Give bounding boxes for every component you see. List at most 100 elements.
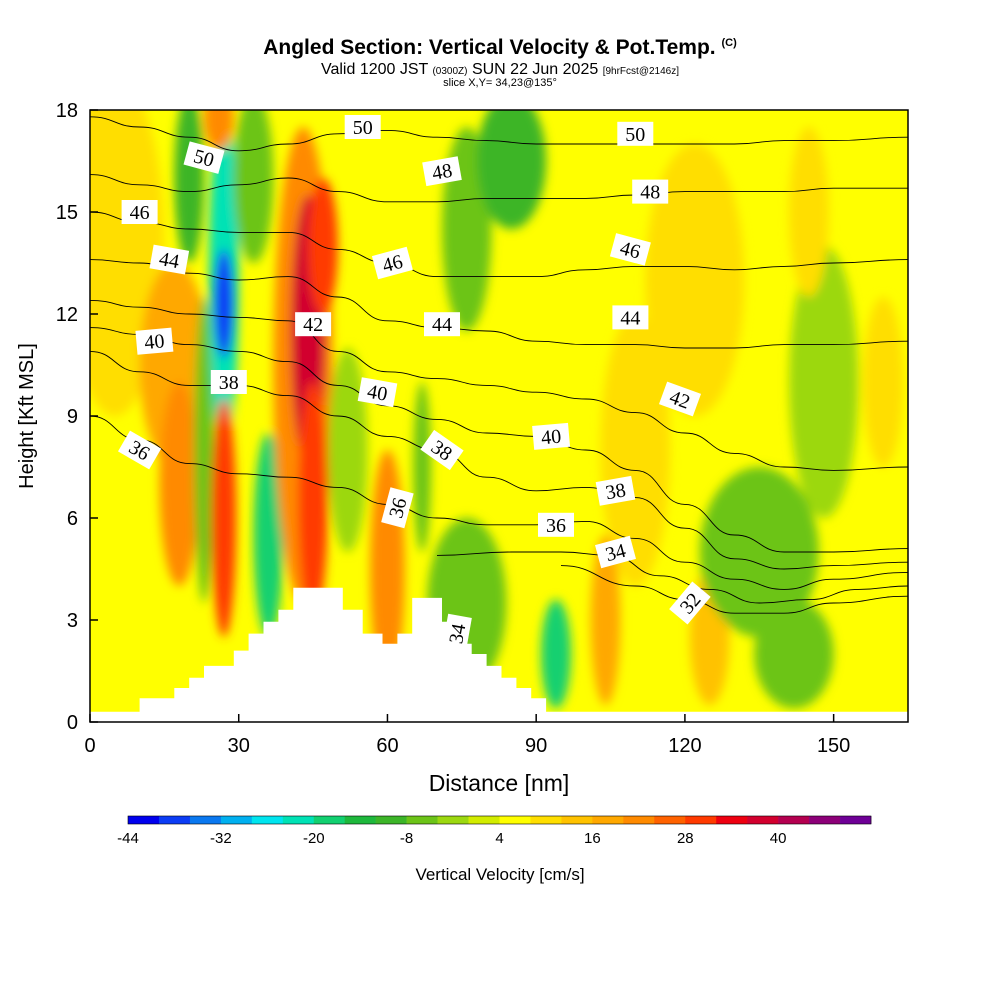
- colorbar: -44 -32 -20 -8 4 16 28 40: [117, 815, 872, 847]
- contour-label-box: [135, 327, 174, 355]
- velocity-region-28: [789, 246, 859, 518]
- terrain: [90, 587, 908, 722]
- contour-label-text: 44: [620, 307, 640, 329]
- x-axis-label: Distance [nm]: [429, 770, 570, 796]
- velocity-region-8: [204, 110, 234, 151]
- isentrope-46: [90, 211, 908, 278]
- contour-label-48: 48: [632, 179, 669, 204]
- contour-label-38: 38: [210, 370, 247, 394]
- velocity-region-2: [159, 382, 200, 586]
- velocity-region-6: [213, 249, 234, 359]
- contour-label-text: 38: [219, 372, 239, 394]
- colorbar-swatch-24: [654, 816, 686, 824]
- contour-label-42: 42: [295, 312, 332, 337]
- x-tick-label-120: 120: [668, 735, 701, 757]
- contour-label-text: 46: [130, 202, 150, 224]
- velocity-region-22: [600, 314, 671, 586]
- colorbar-swatch--8: [406, 816, 438, 824]
- contour-label-box: [344, 115, 381, 139]
- isentrope-36: [90, 415, 908, 590]
- y-tick-label-3: 3: [67, 610, 78, 632]
- velocity-region-10: [233, 110, 274, 263]
- contour-label-40: 40: [357, 377, 398, 408]
- colorbar-swatch-8: [530, 816, 562, 824]
- y-axis-label: Height [Kft MSL]: [16, 343, 38, 489]
- colorbar-tick-label--44: -44: [117, 830, 139, 847]
- contour-label-34: 34: [595, 535, 636, 569]
- x-tick-label-90: 90: [525, 735, 547, 757]
- contour-label-box: [538, 512, 574, 537]
- contour-label-box: [441, 613, 472, 654]
- isentrope-34: [436, 551, 908, 604]
- contour-label-box: [609, 233, 651, 266]
- colorbar-swatch--20: [313, 816, 346, 824]
- contour-label-36: 36: [381, 487, 414, 529]
- contour-label-text: 50: [625, 124, 645, 146]
- contour-label-text: 40: [540, 426, 562, 450]
- colorbar-tick-label--8: -8: [400, 830, 413, 847]
- colorbar-tick-label--32: -32: [210, 830, 232, 847]
- colorbar-swatch-28: [685, 816, 717, 824]
- x-tick-label-60: 60: [376, 735, 398, 757]
- contour-label-box: [617, 121, 654, 146]
- contour-label-text: 42: [303, 314, 323, 336]
- y-tick-label-12: 12: [56, 304, 78, 326]
- colorbar-swatch-36: [747, 816, 779, 824]
- colorbar-swatch-40: [778, 816, 810, 824]
- contour-label-box: [371, 246, 413, 280]
- contour-label-box: [183, 141, 225, 174]
- contour-label-box: [420, 429, 464, 471]
- colorbar-swatch-16: [592, 816, 624, 824]
- y-tick-label-0: 0: [67, 712, 78, 734]
- colorbar-label: Vertical Velocity [cm/s]: [415, 865, 584, 884]
- x-axis: 0 30 60 90 120 150: [84, 714, 850, 757]
- velocity-region-30: [863, 297, 904, 467]
- contour-label-box: [595, 475, 636, 506]
- contour-label-box: [149, 244, 190, 275]
- contour-label-text: 44: [432, 314, 452, 336]
- valid-utc: (0300Z): [432, 66, 468, 77]
- contour-label-box: [612, 305, 649, 330]
- contour-label-text: 36: [546, 515, 566, 537]
- colorbar-swatch-4: [499, 816, 531, 824]
- colorbar-tick-label--20: -20: [303, 830, 325, 847]
- velocity-region-15: [327, 348, 368, 552]
- contour-label-text: 50: [353, 117, 373, 139]
- contour-label-text: 40: [366, 381, 390, 406]
- contour-label-box: [210, 370, 247, 394]
- isentrope-50: [90, 116, 908, 152]
- x-tick-label-0: 0: [84, 735, 95, 757]
- colorbar-tick-label-4: 4: [495, 830, 503, 847]
- valid-date: SUN 22 Jun 2025: [471, 61, 599, 78]
- velocity-region-26: [699, 467, 819, 637]
- velocity-region-31: [863, 484, 904, 620]
- colorbar-swatch--36: [189, 816, 222, 824]
- velocity-region-21: [541, 599, 571, 709]
- contour-label-box: [595, 535, 636, 569]
- colorbar-swatch--44: [128, 816, 160, 824]
- title-text: Angled Section: Vertical Velocity & Pot.…: [263, 36, 716, 59]
- contour-label-36: 36: [118, 430, 162, 470]
- contour-label-box: [121, 200, 158, 224]
- contour-label-text: 48: [430, 160, 454, 185]
- x-tick-label-30: 30: [228, 735, 250, 757]
- colorbar-swatch--24: [282, 816, 315, 824]
- contour-label-36: 36: [538, 512, 574, 537]
- colorbar-swatch-32: [716, 816, 748, 824]
- contour-label-box: [532, 422, 571, 450]
- contour-label-34: 34: [441, 613, 472, 654]
- velocity-region-4: [194, 297, 214, 603]
- contour-label-42: 42: [658, 381, 702, 417]
- contour-label-44: 44: [424, 312, 460, 337]
- slice-info: slice X,Y= 34,23@135°: [443, 77, 557, 89]
- velocity-region-3: [174, 110, 205, 263]
- velocity-region-27: [754, 599, 834, 709]
- chart-title: Angled Section: Vertical Velocity & Pot.…: [0, 36, 1000, 60]
- colorbar-swatch--28: [251, 816, 284, 824]
- velocity-region-13: [298, 382, 328, 620]
- y-axis: 0 3 6 9 12 15 18: [56, 100, 98, 734]
- contour-label-48: 48: [422, 156, 462, 187]
- isentrope-42: [90, 299, 908, 471]
